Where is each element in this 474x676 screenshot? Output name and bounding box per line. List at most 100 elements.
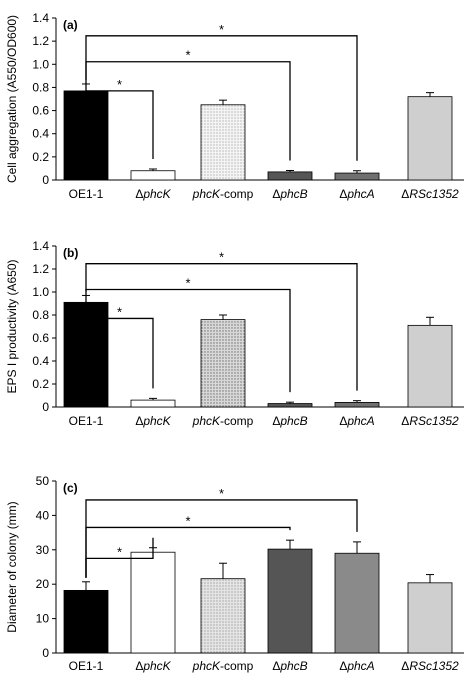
panel-b: 0 0.2 0.4 0.6 0.8 1.0 1.2 1.4 EPS I productivity…: [5, 239, 464, 428]
category-label: ΔRSc1352: [401, 414, 459, 428]
significance-bracket: [85, 263, 358, 391]
y-tick-label: 50: [36, 474, 50, 488]
category-label-italic: phcK: [142, 659, 171, 673]
panel-c: 0 10 20 30 40 50 Diameter of colony (mm) (c) OE1…: [5, 474, 464, 673]
significance-bracket: [85, 79, 154, 160]
significance-star: *: [117, 544, 122, 559]
category-label-prefix: Δ: [401, 187, 409, 201]
category-label: ΔphcK: [135, 187, 171, 201]
bar: [407, 324, 453, 408]
category-label: ΔphcA: [339, 187, 374, 201]
category-label: ΔphcA: [339, 659, 374, 673]
y-tick-label: 0: [42, 400, 49, 414]
category-label-italic: RSc1352: [409, 187, 459, 201]
category-label: ΔRSc1352: [401, 659, 459, 673]
bar: [267, 171, 313, 181]
significance-star: *: [219, 250, 224, 265]
panel-label: (c): [63, 481, 78, 495]
category-label-suffix: -comp: [220, 414, 254, 428]
category-label-prefix: Δ: [339, 659, 347, 673]
category-label-italic: phcB: [279, 659, 307, 673]
y-tick-label: 30: [36, 543, 50, 557]
category-label: phcK-comp: [192, 659, 254, 673]
significance-bracket: [85, 291, 154, 389]
category-label-italic: phcK: [142, 414, 171, 428]
bar: [200, 319, 246, 408]
bar: [200, 578, 246, 654]
category-label: OE1-1: [69, 187, 104, 201]
panel-label: (b): [63, 246, 78, 260]
y-tick-label: 20: [36, 577, 50, 591]
bar: [267, 403, 313, 408]
bar: [407, 582, 453, 654]
category-label-italic: phcA: [346, 414, 374, 428]
category-label: ΔphcB: [272, 414, 307, 428]
bar: [200, 104, 246, 181]
category-label: ΔphcB: [272, 187, 307, 201]
bar: [334, 401, 380, 408]
category-label: ΔRSc1352: [401, 187, 459, 201]
category-label: phcK-comp: [192, 414, 254, 428]
category-label-italic: phcK: [192, 414, 221, 428]
y-axis-title: Cell aggregation (A550/OD600): [5, 15, 19, 183]
category-label-suffix: OE1-1: [69, 187, 104, 201]
y-tick-label: 0.4: [32, 354, 49, 368]
significance-star: *: [219, 486, 224, 501]
bar: [63, 90, 109, 181]
y-tick-label: 0.6: [32, 104, 49, 118]
significance-star: *: [185, 275, 190, 290]
y-tick-label: 0: [42, 173, 49, 187]
category-label-prefix: Δ: [135, 187, 143, 201]
bar: [130, 399, 176, 408]
significance-star: *: [219, 22, 224, 37]
bar: [63, 589, 109, 654]
category-label-prefix: Δ: [339, 414, 347, 428]
y-tick-label: 0.8: [32, 308, 49, 322]
category-label: OE1-1: [69, 414, 104, 428]
bar: [130, 170, 176, 181]
category-label-prefix: Δ: [339, 187, 347, 201]
category-label-italic: phcK: [142, 187, 171, 201]
y-tick-label: 0.6: [32, 331, 49, 345]
category-label-italic: phcA: [346, 659, 374, 673]
bar: [267, 548, 313, 654]
y-tick-label: 1.0: [32, 285, 49, 299]
y-tick-label: 1.0: [32, 57, 49, 71]
y-tick-label: 1.2: [32, 34, 49, 48]
category-label-prefix: Δ: [272, 187, 280, 201]
significance-star: *: [185, 48, 190, 63]
significance-bracket: [85, 35, 358, 161]
y-tick-label: 0.2: [32, 377, 49, 391]
category-label-italic: RSc1352: [409, 414, 459, 428]
y-tick-label: 10: [36, 612, 50, 626]
significance-star: *: [185, 513, 190, 528]
bar: [130, 551, 176, 654]
significance-star: *: [117, 304, 122, 319]
category-label-suffix: -comp: [220, 187, 254, 201]
bar: [407, 96, 453, 181]
y-tick-label: 1.4: [32, 11, 49, 25]
y-tick-label: 0.4: [32, 127, 49, 141]
bar: [334, 552, 380, 654]
category-label-italic: phcB: [279, 187, 307, 201]
y-axis-title: Diameter of colony (mm): [5, 501, 19, 632]
y-axis-title: EPS I productivity (A650): [5, 259, 19, 393]
category-label: ΔphcK: [135, 414, 171, 428]
category-label-italic: phcB: [279, 414, 307, 428]
panel-a: 0 0.2 0.4 0.6 0.8 1.0 1.2 1.4 Cell aggregation (…: [5, 11, 464, 201]
significance-bracket: [85, 499, 358, 578]
category-label-suffix: -comp: [220, 659, 254, 673]
category-label-italic: phcA: [346, 187, 374, 201]
category-label-suffix: OE1-1: [69, 659, 104, 673]
category-label: ΔphcA: [339, 414, 374, 428]
panel-label: (a): [63, 18, 78, 32]
y-tick-label: 1.2: [32, 262, 49, 276]
category-label-prefix: Δ: [272, 414, 280, 428]
bar: [334, 172, 380, 181]
category-label-italic: phcK: [192, 187, 221, 201]
category-label-prefix: Δ: [401, 414, 409, 428]
category-label: ΔphcK: [135, 659, 171, 673]
category-label-suffix: OE1-1: [69, 414, 104, 428]
y-tick-label: 0: [42, 646, 49, 660]
category-label-italic: phcK: [192, 659, 221, 673]
